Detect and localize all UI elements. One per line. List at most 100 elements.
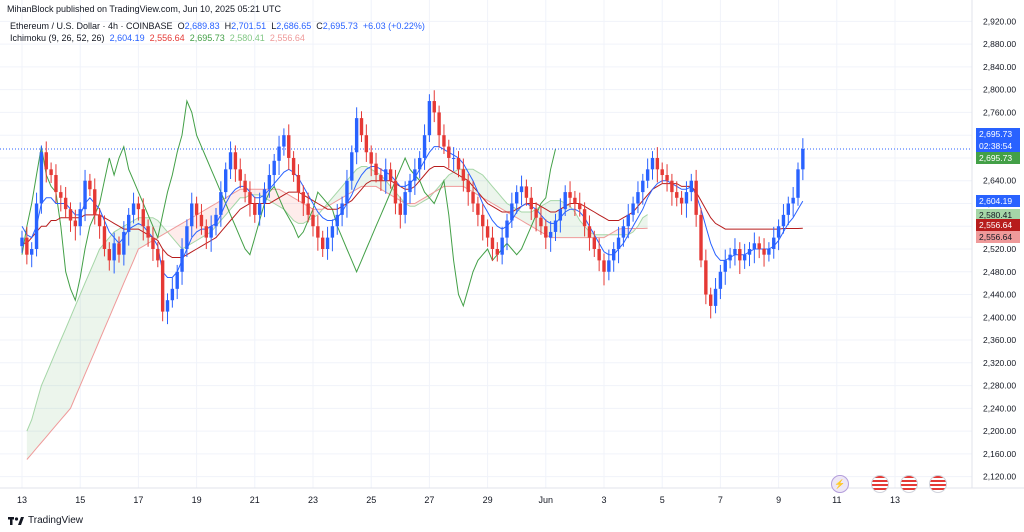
cloud-segment xyxy=(172,226,178,244)
candle-body xyxy=(131,203,136,215)
candle-body xyxy=(699,214,703,261)
candle-12 xyxy=(78,202,82,236)
us-flag-icon[interactable] xyxy=(871,475,889,493)
candle-91 xyxy=(461,158,466,192)
cloud-segment xyxy=(94,249,100,352)
candle-48 xyxy=(253,196,257,223)
candle-body xyxy=(219,192,223,215)
candle-body xyxy=(325,237,330,249)
x-tick-label: 15 xyxy=(75,495,85,505)
candle-138 xyxy=(689,173,693,202)
indicator-legend[interactable]: Ichimoku (9, 26, 52, 26) 2,604.19 2,556.… xyxy=(10,33,305,43)
indicator-title: Ichimoku (9, 26, 52, 26) xyxy=(10,33,105,43)
cloud-segment xyxy=(70,305,76,409)
candle-35 xyxy=(190,192,194,238)
candle-0 xyxy=(20,230,24,253)
candle-148 xyxy=(738,242,742,275)
us-flag-icon[interactable] xyxy=(900,475,918,493)
candle-159 xyxy=(791,186,795,217)
candle-body xyxy=(757,243,761,249)
high-value: 2,701.51 xyxy=(231,21,267,31)
candle-57 xyxy=(296,164,301,202)
candle-63 xyxy=(325,226,330,260)
cloud-segment xyxy=(443,175,449,187)
candle-70 xyxy=(359,111,364,143)
candle-body xyxy=(655,157,660,170)
candle-8 xyxy=(59,185,63,212)
price-axis[interactable]: 2,120.00 2,160.00 2,200.00 2,240.00 2,280.00… xyxy=(983,16,1016,481)
candle-body xyxy=(311,214,315,227)
candle-body xyxy=(607,260,611,272)
candle-113 xyxy=(568,181,572,208)
candle-body xyxy=(93,189,97,215)
cloud-segment xyxy=(570,206,575,238)
cloud-segment xyxy=(279,189,284,210)
time-axis[interactable]: 13 15 17 19 21 23 25 27 29 Jun 3 5 7 9 11 13 xyxy=(17,495,900,505)
candle-body xyxy=(456,157,461,170)
tenkan-value: 2,604.19 xyxy=(109,33,145,43)
candle-body xyxy=(495,249,499,255)
x-tick-label: 9 xyxy=(776,495,781,505)
y-tick-label: 2,320.00 xyxy=(983,358,1016,368)
candle-34 xyxy=(185,219,189,257)
candle-44 xyxy=(233,145,238,182)
x-tick-label: 21 xyxy=(250,495,260,505)
candle-89 xyxy=(451,147,456,172)
candle-127 xyxy=(636,181,640,214)
candle-136 xyxy=(679,190,684,215)
candle-124 xyxy=(621,219,626,247)
candle-74 xyxy=(379,168,383,191)
candle-body xyxy=(277,146,281,161)
candle-body xyxy=(553,220,558,232)
candle-body xyxy=(374,163,378,176)
cloud-segment xyxy=(298,200,304,224)
candle-body xyxy=(752,243,757,249)
candle-body xyxy=(578,203,582,210)
candle-103 xyxy=(519,175,524,206)
crypto-event-icon[interactable]: ⚡ xyxy=(831,475,849,493)
candle-128 xyxy=(641,173,645,205)
candle-body xyxy=(621,226,626,238)
candle-96 xyxy=(485,219,490,247)
candle-body xyxy=(665,175,669,181)
tradingview-logo[interactable]: TradingView xyxy=(8,515,83,526)
candle-87 xyxy=(442,124,446,154)
candle-body xyxy=(165,300,170,312)
candle-147 xyxy=(733,238,737,266)
symbol-legend[interactable]: Ethereum / U.S. Dollar · 4h · COINBASE O… xyxy=(10,21,425,31)
candle-body xyxy=(248,192,252,204)
cloud-segment xyxy=(26,419,32,460)
candle-body xyxy=(616,237,621,249)
candle-56 xyxy=(291,151,296,182)
price-tag-0: 2,695.73 xyxy=(976,128,1020,140)
cloud-segment xyxy=(477,172,483,198)
candle-92 xyxy=(466,173,470,206)
candle-146 xyxy=(728,247,732,269)
candle-body xyxy=(403,192,407,215)
candle-36 xyxy=(194,196,199,229)
candle-body xyxy=(747,249,752,255)
cloud-segment xyxy=(332,192,338,204)
price-tag-3: 2,604.19 xyxy=(976,195,1020,208)
candle-122 xyxy=(612,242,616,272)
candle-121 xyxy=(607,249,611,281)
candle-body xyxy=(321,237,325,249)
ichimoku-lines xyxy=(0,99,972,460)
candle-body xyxy=(39,152,44,204)
candle-body xyxy=(679,197,684,204)
candle-body xyxy=(587,226,592,238)
x-tick-label: 29 xyxy=(483,495,493,505)
candle-13 xyxy=(83,169,87,222)
candle-body xyxy=(602,260,606,272)
candle-82 xyxy=(418,151,422,179)
candle-38 xyxy=(204,219,208,249)
candle-body xyxy=(44,152,48,170)
cloud-segment xyxy=(230,192,236,210)
publish-note: MihanBlock published on TradingView.com,… xyxy=(7,4,281,14)
us-flag-icon[interactable] xyxy=(929,475,947,493)
candle-131 xyxy=(655,147,660,183)
candle-body xyxy=(340,203,344,215)
candle-body xyxy=(718,271,723,289)
candle-body xyxy=(636,192,640,204)
